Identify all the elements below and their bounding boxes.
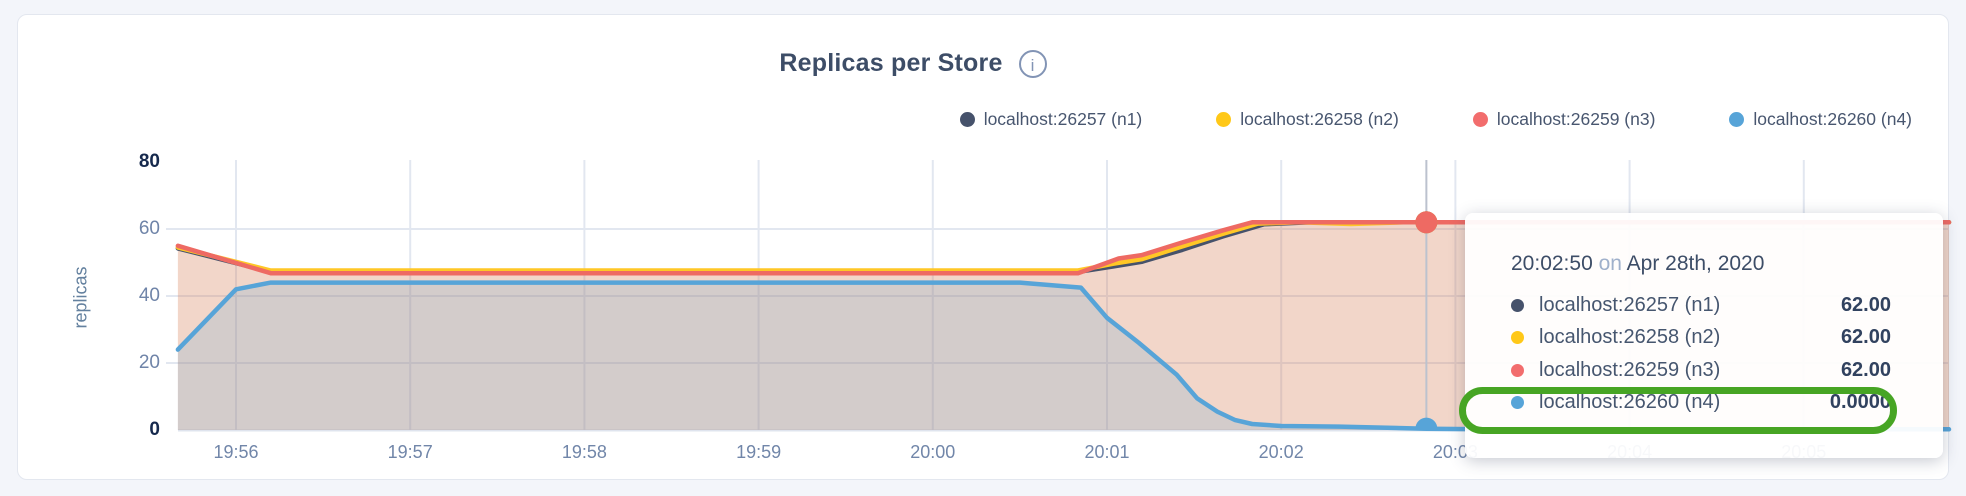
hover-tooltip: 20:02:50 on Apr 28th, 2020 localhost:262…	[1465, 213, 1943, 458]
x-tick-label: 20:02	[1258, 442, 1304, 462]
legend-item[interactable]: localhost:26257 (n1)	[959, 109, 1143, 130]
legend: localhost:26257 (n1) localhost:26258 (n2)…	[959, 109, 1912, 130]
y-tick-label: 40	[138, 285, 160, 306]
tooltip-series-label: localhost:26260 (n4)	[1539, 391, 1721, 414]
tooltip-series-dot	[1511, 396, 1524, 410]
y-tick-label: 60	[138, 218, 160, 239]
tooltip-series-label: localhost:26259 (n3)	[1539, 358, 1721, 381]
x-tick-label: 19:57	[387, 442, 433, 462]
legend-series-dot	[959, 112, 975, 127]
legend-series-label: localhost:26258 (n2)	[1240, 109, 1399, 129]
tooltip-date: Apr 28th, 2020	[1626, 252, 1765, 275]
y-tick-label: 80	[138, 151, 160, 172]
tooltip-header: 20:02:50 on Apr 28th, 2020	[1511, 251, 1913, 277]
x-tick-label: 19:56	[213, 442, 259, 462]
y-tick-label: 20	[138, 352, 160, 373]
tooltip-series-label: localhost:26257 (n1)	[1539, 293, 1721, 316]
tooltip-row: localhost:26259 (n3) 62.00	[1511, 354, 1913, 387]
legend-item[interactable]: localhost:26258 (n2)	[1216, 109, 1399, 130]
legend-series-label: localhost:26259 (n3)	[1496, 109, 1656, 129]
legend-series-dot	[1216, 112, 1232, 127]
info-icon[interactable]: i	[1018, 49, 1047, 78]
y-axis-title: replicas	[70, 266, 91, 329]
tooltip-rows: localhost:26257 (n1) 62.00 localhost:26258…	[1511, 289, 1913, 419]
tooltip-row: localhost:26257 (n1) 62.00	[1511, 289, 1913, 322]
legend-series-dot	[1472, 112, 1488, 127]
tooltip-row: localhost:26258 (n2) 62.00	[1511, 322, 1913, 355]
legend-series-label: localhost:26257 (n1)	[983, 109, 1143, 129]
tooltip-series-dot	[1511, 363, 1524, 377]
legend-item[interactable]: localhost:26260 (n4)	[1729, 109, 1912, 130]
legend-item[interactable]: localhost:26259 (n3)	[1472, 109, 1656, 130]
x-tick-label: 19:59	[736, 442, 782, 462]
x-tick-label: 19:58	[561, 442, 607, 462]
tooltip-series-value: 62.00	[1840, 293, 1891, 316]
tooltip-series-value: 62.00	[1840, 358, 1891, 381]
x-tick-label: 20:00	[910, 442, 956, 462]
x-tick-label: 20:01	[1084, 442, 1130, 462]
y-tick-label: 0	[149, 419, 160, 440]
tooltip-time: 20:02:50	[1511, 252, 1593, 275]
tooltip-series-value: 62.00	[1840, 326, 1891, 349]
tooltip-series-dot	[1511, 298, 1524, 312]
tooltip-series-label: localhost:26258 (n2)	[1539, 326, 1721, 349]
chart-header: Replicas per Store i	[18, 49, 1808, 78]
legend-series-dot	[1729, 112, 1745, 127]
legend-series-label: localhost:26260 (n4)	[1753, 109, 1912, 129]
chart-title: Replicas per Store	[779, 49, 1003, 77]
tooltip-connector: on	[1598, 252, 1622, 275]
chart-card: Replicas per Store i localhost:26257 (n1…	[17, 14, 1952, 480]
highlight-annotation	[1459, 387, 1897, 434]
tooltip-series-dot	[1511, 331, 1524, 345]
